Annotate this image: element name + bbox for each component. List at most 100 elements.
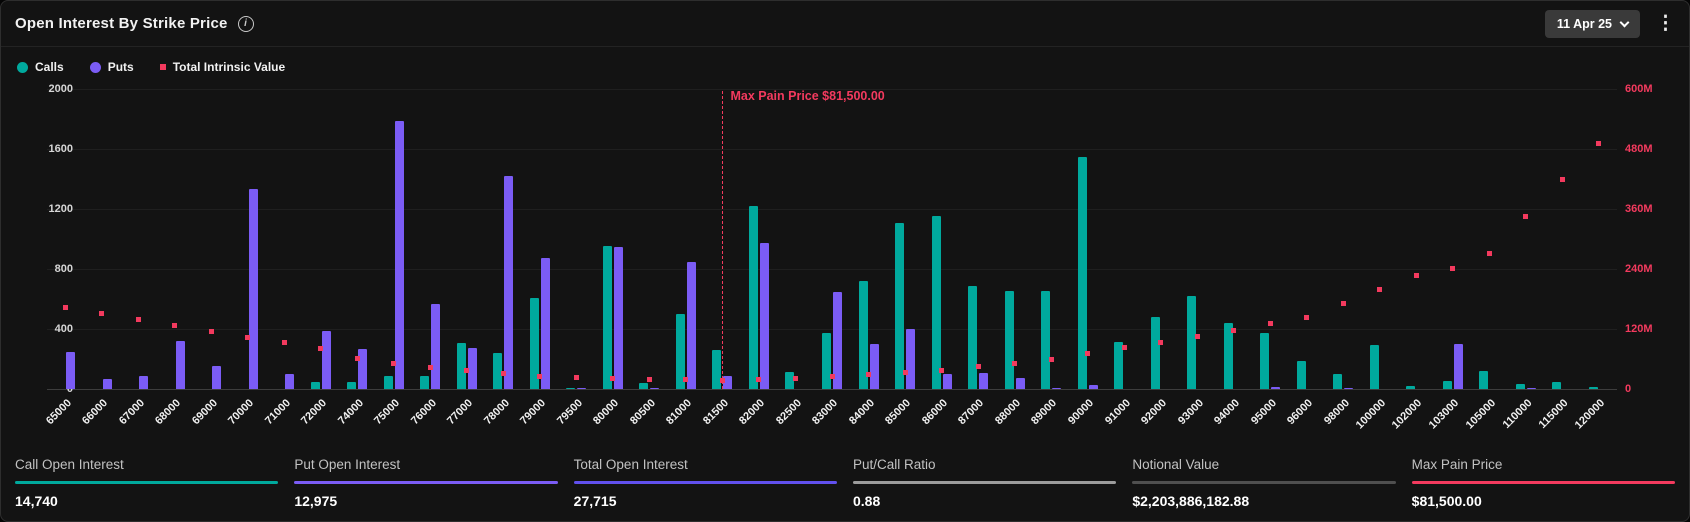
put-bar[interactable] (322, 331, 331, 390)
put-bar[interactable] (979, 373, 988, 390)
intrinsic-value-dot[interactable] (903, 370, 908, 375)
put-bar[interactable] (285, 374, 294, 389)
call-bar[interactable] (749, 206, 758, 389)
x-axis-tick: 81000 (664, 397, 694, 427)
intrinsic-value-dot[interactable] (245, 335, 250, 340)
put-bar[interactable] (614, 247, 623, 390)
put-bar[interactable] (176, 341, 185, 389)
call-bar[interactable] (1297, 361, 1306, 389)
intrinsic-value-dot[interactable] (1596, 141, 1601, 146)
legend-item-calls[interactable]: Calls (17, 60, 64, 74)
intrinsic-value-dot[interactable] (1085, 351, 1090, 356)
call-bar[interactable] (1151, 317, 1160, 389)
call-bar[interactable] (457, 343, 466, 389)
intrinsic-value-dot[interactable] (136, 317, 141, 322)
intrinsic-value-dot[interactable] (939, 368, 944, 373)
put-bar[interactable] (1454, 344, 1463, 389)
call-bar[interactable] (1479, 371, 1488, 389)
stat-value: 0.88 (853, 484, 1116, 509)
intrinsic-value-dot[interactable] (1231, 328, 1236, 333)
put-bar[interactable] (249, 189, 258, 389)
call-bar[interactable] (822, 333, 831, 389)
kebab-menu-icon[interactable]: ⋮ (1656, 14, 1675, 33)
put-bar[interactable] (395, 121, 404, 390)
intrinsic-value-dot[interactable] (683, 377, 688, 382)
intrinsic-value-dot[interactable] (756, 377, 761, 382)
call-bar[interactable] (347, 382, 356, 389)
stat-value: $2,203,886,182.88 (1132, 484, 1395, 509)
put-bar[interactable] (103, 379, 112, 390)
intrinsic-value-dot[interactable] (355, 356, 360, 361)
intrinsic-value-dot[interactable] (63, 305, 68, 310)
intrinsic-value-dot[interactable] (1450, 266, 1455, 271)
intrinsic-value-dot[interactable] (793, 376, 798, 381)
legend-item-puts[interactable]: Puts (90, 60, 134, 74)
legend-item-intrinsic[interactable]: Total Intrinsic Value (160, 60, 285, 74)
put-bar[interactable] (1016, 378, 1025, 389)
call-bar[interactable] (311, 382, 320, 389)
chart-legend: Calls Puts Total Intrinsic Value (1, 47, 1689, 75)
intrinsic-value-dot[interactable] (1012, 361, 1017, 366)
call-bar[interactable] (603, 246, 612, 389)
x-axis-tick: 93000 (1175, 397, 1205, 427)
intrinsic-value-dot[interactable] (1268, 321, 1273, 326)
intrinsic-value-dot[interactable] (1487, 251, 1492, 256)
intrinsic-value-dot[interactable] (172, 323, 177, 328)
intrinsic-value-dot[interactable] (1377, 287, 1382, 292)
put-bar[interactable] (760, 243, 769, 389)
intrinsic-value-dot[interactable] (1049, 357, 1054, 362)
call-bar[interactable] (1187, 296, 1196, 389)
intrinsic-value-dot[interactable] (647, 377, 652, 382)
call-bar[interactable] (1260, 333, 1269, 389)
info-icon[interactable]: i (238, 16, 254, 32)
intrinsic-value-dot[interactable] (866, 372, 871, 377)
intrinsic-value-dot[interactable] (391, 361, 396, 366)
expiry-date-selector[interactable]: 11 Apr 25 (1545, 10, 1640, 38)
put-bar[interactable] (212, 366, 221, 389)
call-bar[interactable] (1005, 291, 1014, 389)
put-bar[interactable] (431, 304, 440, 390)
call-bar[interactable] (1443, 381, 1452, 389)
intrinsic-value-dot[interactable] (1122, 345, 1127, 350)
call-bar[interactable] (968, 286, 977, 389)
call-bar[interactable] (1370, 345, 1379, 389)
intrinsic-value-dot[interactable] (282, 340, 287, 345)
put-bar[interactable] (870, 344, 879, 389)
intrinsic-value-dot[interactable] (1304, 315, 1309, 320)
intrinsic-value-dot[interactable] (610, 376, 615, 381)
intrinsic-value-dot[interactable] (1523, 214, 1528, 219)
put-bar[interactable] (504, 176, 513, 389)
intrinsic-value-dot[interactable] (501, 371, 506, 376)
put-bar[interactable] (943, 374, 952, 389)
put-bar[interactable] (139, 376, 148, 389)
intrinsic-value-dot[interactable] (464, 368, 469, 373)
intrinsic-value-dot[interactable] (537, 374, 542, 379)
intrinsic-value-dot[interactable] (1158, 340, 1163, 345)
intrinsic-value-dot[interactable] (1560, 177, 1565, 182)
put-bar[interactable] (906, 329, 915, 389)
intrinsic-value-dot[interactable] (1341, 301, 1346, 306)
call-bar[interactable] (1224, 323, 1233, 389)
call-bar[interactable] (895, 223, 904, 389)
call-bar[interactable] (1552, 382, 1561, 390)
intrinsic-value-dot[interactable] (99, 311, 104, 316)
intrinsic-value-dot[interactable] (209, 329, 214, 334)
call-bar[interactable] (1041, 291, 1050, 389)
intrinsic-value-dot[interactable] (318, 346, 323, 351)
intrinsic-value-dot[interactable] (1414, 273, 1419, 278)
intrinsic-value-dot[interactable] (428, 365, 433, 370)
call-bar[interactable] (384, 376, 393, 390)
stat-value: $81,500.00 (1412, 484, 1675, 509)
call-bar[interactable] (1333, 374, 1342, 389)
intrinsic-value-dot[interactable] (574, 375, 579, 380)
chevron-down-icon (1620, 17, 1630, 27)
call-bar[interactable] (712, 350, 721, 389)
intrinsic-value-dot[interactable] (830, 374, 835, 379)
intrinsic-value-dot[interactable] (976, 364, 981, 369)
put-bar[interactable] (66, 352, 75, 390)
call-bar[interactable] (420, 376, 429, 390)
put-bar[interactable] (687, 262, 696, 389)
put-bar[interactable] (541, 258, 550, 389)
intrinsic-value-dot[interactable] (1195, 334, 1200, 339)
call-bar[interactable] (932, 216, 941, 389)
